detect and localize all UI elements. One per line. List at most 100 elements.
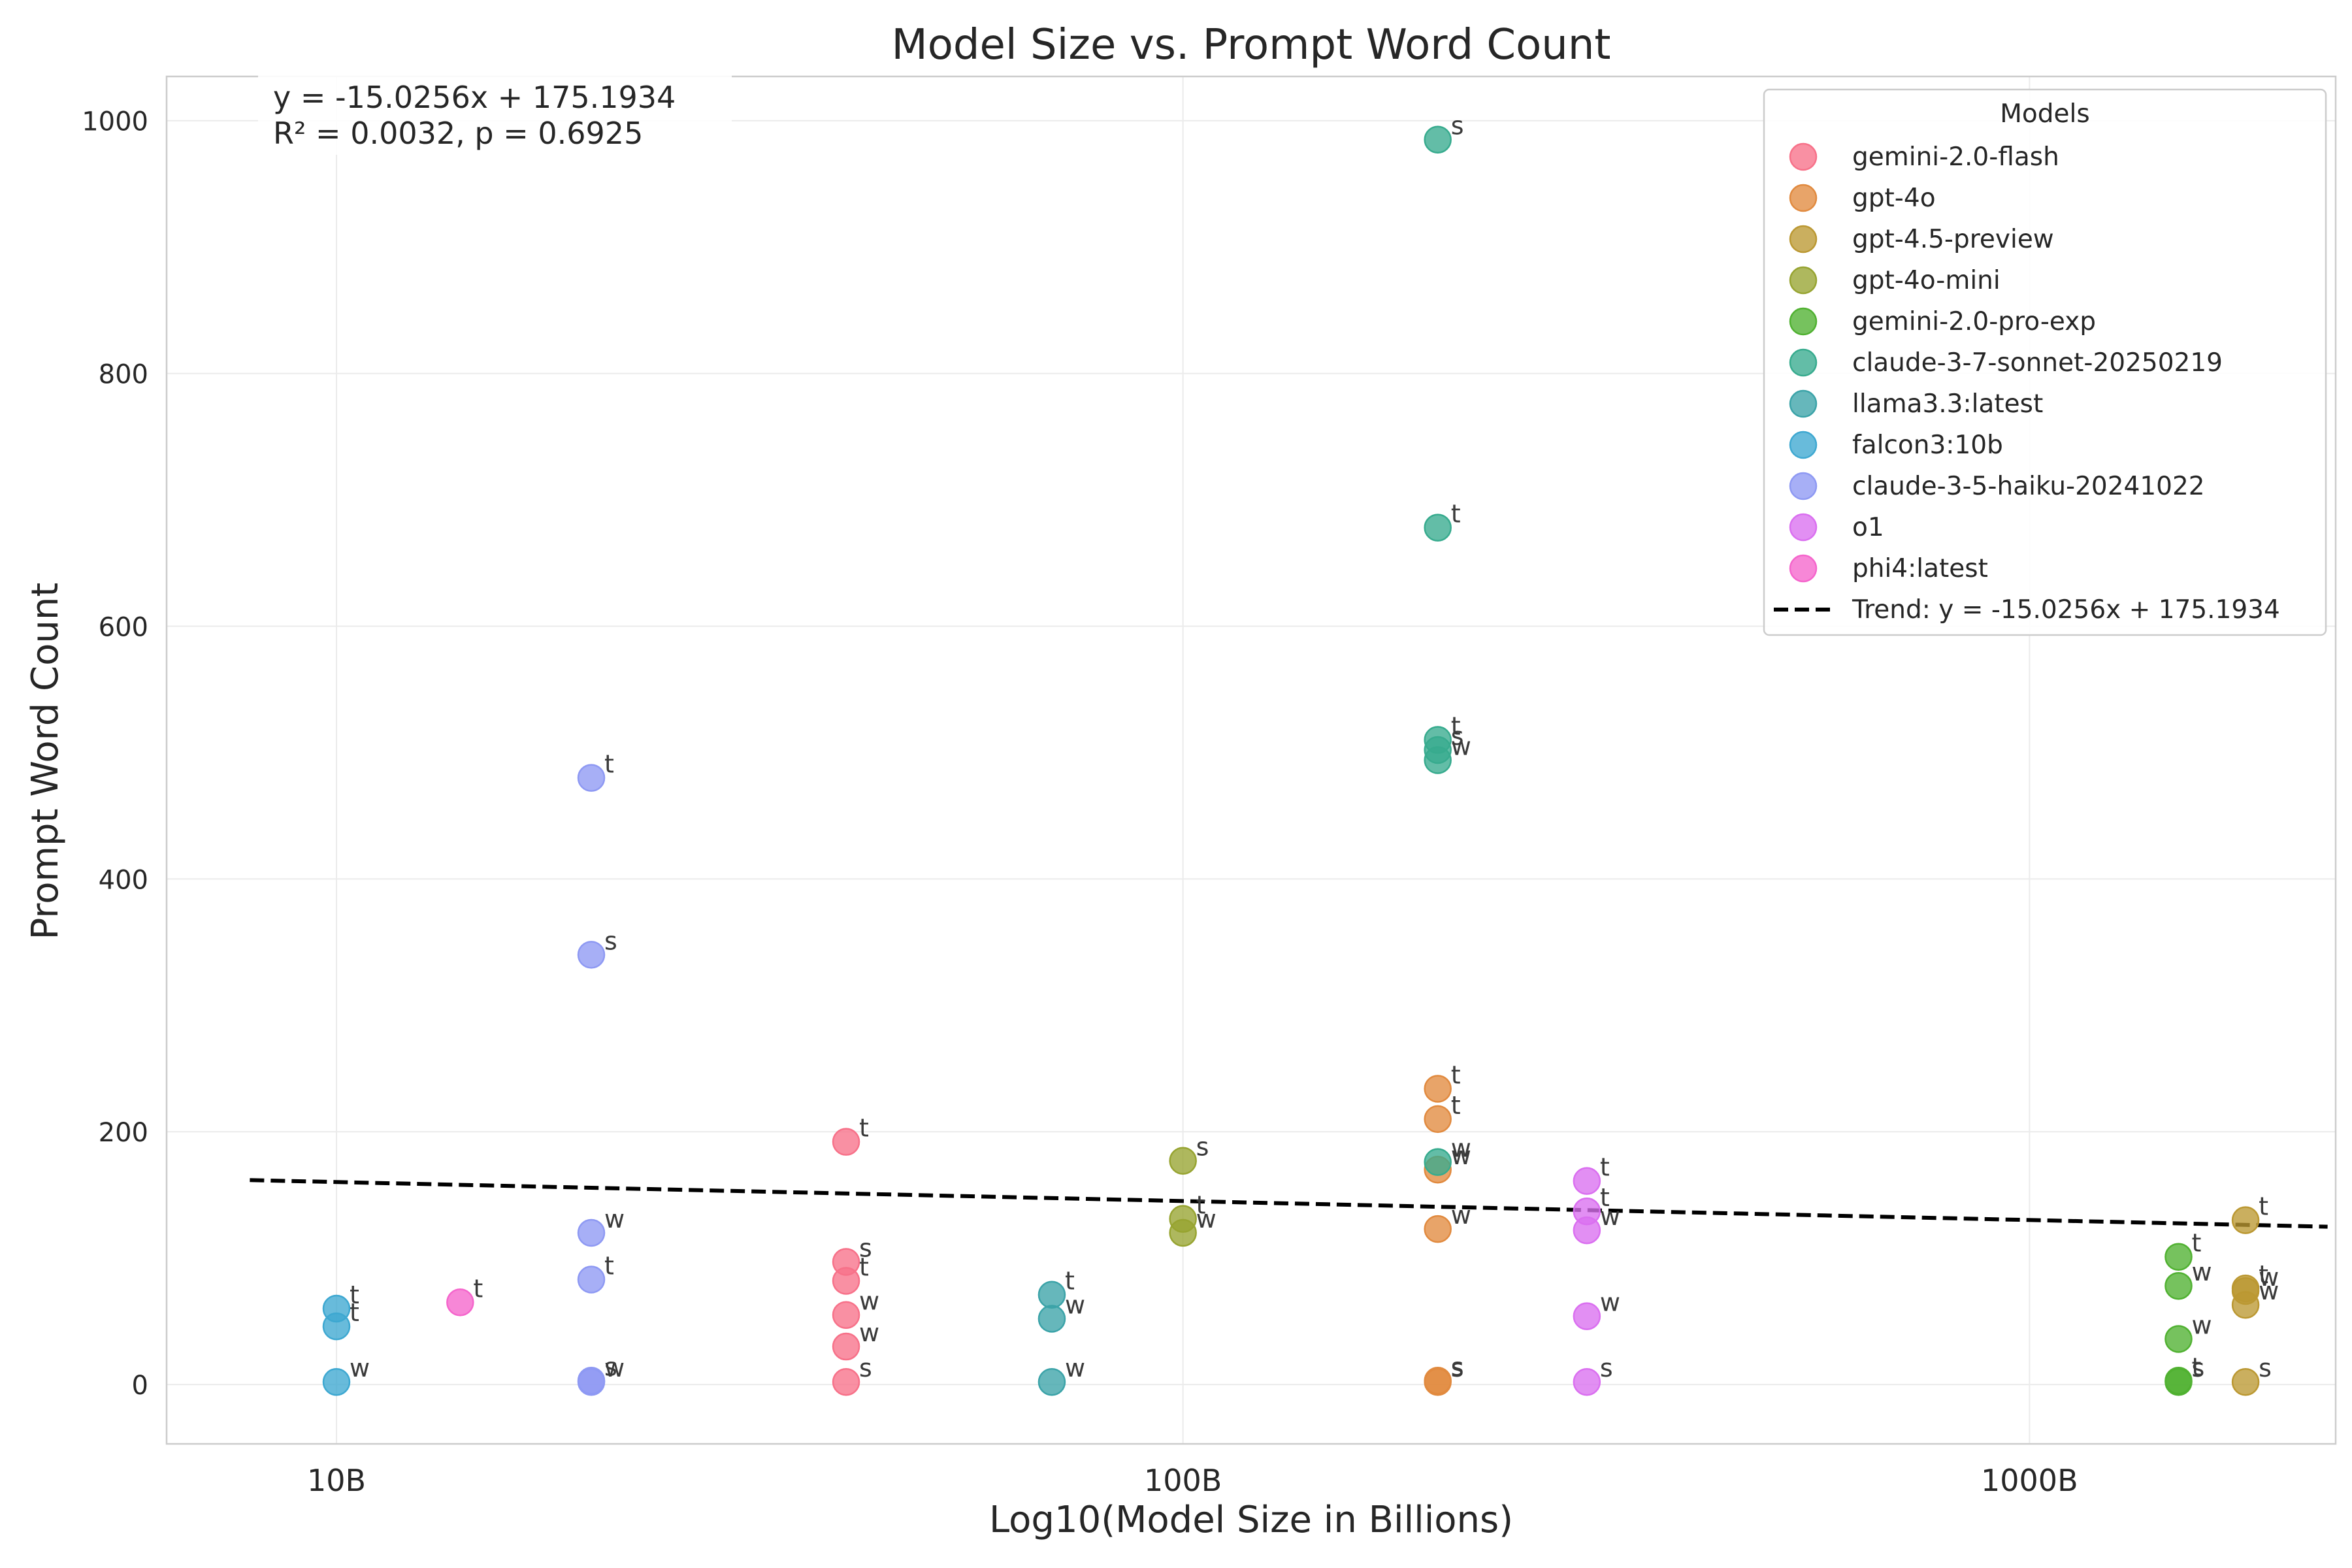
data-point-label: w — [604, 1354, 625, 1382]
data-point — [1424, 1215, 1452, 1243]
data-point — [577, 1367, 606, 1396]
data-point-label: s — [1451, 1354, 1464, 1382]
data-point-label: s — [1196, 1133, 1209, 1162]
data-point — [2164, 1367, 2193, 1396]
data-point-label: t — [1451, 1091, 1461, 1120]
data-point-label: t — [2259, 1192, 2268, 1221]
data-point-label: s — [1451, 722, 1464, 751]
data-point — [1424, 1148, 1452, 1176]
data-point-label: w — [2191, 1258, 2212, 1286]
data-point-label: t — [473, 1274, 483, 1303]
legend-item: gpt-4.5-preview — [1789, 225, 2054, 254]
data-point — [832, 1128, 860, 1156]
data-point-label: t — [2191, 1352, 2201, 1381]
data-point-label: t — [2191, 1229, 2201, 1258]
legend-label: o1 — [1852, 513, 1884, 542]
data-point-label: s — [1600, 1354, 1613, 1382]
data-point — [2231, 1206, 2260, 1234]
data-point-label: w — [1451, 1201, 1471, 1230]
y-tick-label: 400 — [99, 865, 148, 895]
data-point — [1573, 1167, 1601, 1195]
data-point-label: t — [1600, 1183, 1610, 1212]
data-point-label: s — [1451, 112, 1464, 140]
data-point-label: t — [604, 750, 614, 779]
legend-items: gemini-2.0-flash gpt-4o gpt-4.5-preview gpt… — [1774, 142, 2280, 625]
y-tick-label: 0 — [132, 1371, 148, 1401]
legend-marker — [1789, 184, 1818, 212]
legend-label: gemini-2.0-flash — [1852, 142, 2059, 172]
data-point-label: s — [604, 926, 617, 955]
y-tick-label: 1000 — [82, 107, 148, 137]
legend-marker — [1789, 307, 1818, 336]
stats-box-background — [258, 75, 732, 155]
data-point-label: w — [1600, 1202, 1620, 1231]
data-point — [2164, 1271, 2193, 1300]
data-point — [832, 1367, 860, 1396]
data-point-label: w — [859, 1318, 879, 1347]
plot-frame — [165, 75, 2337, 1445]
data-point — [1037, 1367, 1066, 1396]
legend-marker — [1789, 142, 1818, 171]
legend-marker — [1789, 472, 1818, 500]
data-point — [2231, 1290, 2260, 1319]
data-point-label: w — [1196, 1205, 1217, 1233]
legend: Models gemini-2.0-flash gpt-4o gpt-4.5-pre… — [1763, 88, 2327, 636]
data-point — [2164, 1325, 2193, 1353]
legend-label: llama3.3:latest — [1852, 389, 2043, 419]
data-point — [1169, 1218, 1197, 1247]
data-point-label: w — [1451, 732, 1471, 761]
legend-marker — [1789, 266, 1818, 295]
data-point-label: t — [1065, 1267, 1075, 1296]
y-tick-label: 200 — [99, 1118, 148, 1148]
data-point — [1169, 1147, 1197, 1175]
legend-label: gpt-4.5-preview — [1852, 225, 2054, 254]
legend-item: phi4:latest — [1789, 554, 1988, 583]
data-point — [446, 1288, 474, 1316]
x-tick-label: 1000B — [1981, 1463, 2078, 1498]
data-point-label: s — [2259, 1354, 2272, 1382]
ticks-layer: 10B 100B 1000B 0 200 400 600 800 1000 — [82, 107, 2078, 1498]
legend-marker — [1789, 389, 1818, 418]
y-tick-label: 800 — [99, 360, 148, 390]
data-point — [322, 1367, 351, 1396]
data-point-label: t — [1451, 1060, 1461, 1089]
data-point — [1573, 1302, 1601, 1330]
data-point-label: t — [1451, 712, 1461, 741]
data-point — [1037, 1281, 1066, 1309]
data-point — [1573, 1216, 1601, 1245]
data-point — [322, 1312, 351, 1341]
y-tick-label: 600 — [99, 612, 148, 642]
data-point-label: t — [350, 1281, 359, 1309]
data-point-label: t — [1196, 1191, 1206, 1220]
data-point — [1424, 1105, 1452, 1134]
data-point — [577, 1266, 606, 1294]
data-point-label: w — [1065, 1290, 1085, 1319]
x-axis-title: Log10(Model Size in Billions) — [989, 1499, 1513, 1541]
data-point — [577, 764, 606, 792]
data-point-label: t — [859, 1114, 869, 1143]
legend-label: falcon3:10b — [1852, 431, 2003, 460]
legend-title: Models — [2000, 99, 2089, 129]
data-point-label: s — [1451, 1352, 1464, 1381]
data-point-label: w — [1451, 1134, 1471, 1163]
data-point — [1037, 1305, 1066, 1333]
data-point — [832, 1301, 860, 1329]
legend-item: llama3.3:latest — [1789, 389, 2043, 419]
stats-equation: y = -15.0256x + 175.1934 — [273, 80, 676, 115]
legend-label: claude-3-7-sonnet-20250219 — [1852, 348, 2223, 378]
data-point — [1424, 746, 1452, 774]
legend-frame — [1763, 88, 2327, 636]
legend-marker — [1789, 554, 1818, 583]
x-tick-label: 100B — [1144, 1463, 1222, 1498]
data-point — [2164, 1243, 2193, 1271]
data-point-label: s — [859, 1233, 872, 1262]
data-point — [1424, 514, 1452, 542]
legend-item: falcon3:10b — [1789, 431, 2003, 460]
legend-label: gemini-2.0-pro-exp — [1852, 307, 2096, 336]
data-point-label: w — [604, 1205, 625, 1233]
chart-title: Model Size vs. Prompt Word Count — [892, 21, 1611, 69]
x-tick-label: 10B — [307, 1463, 366, 1498]
legend-label: gpt-4o — [1852, 184, 1936, 213]
legend-marker — [1789, 225, 1818, 253]
